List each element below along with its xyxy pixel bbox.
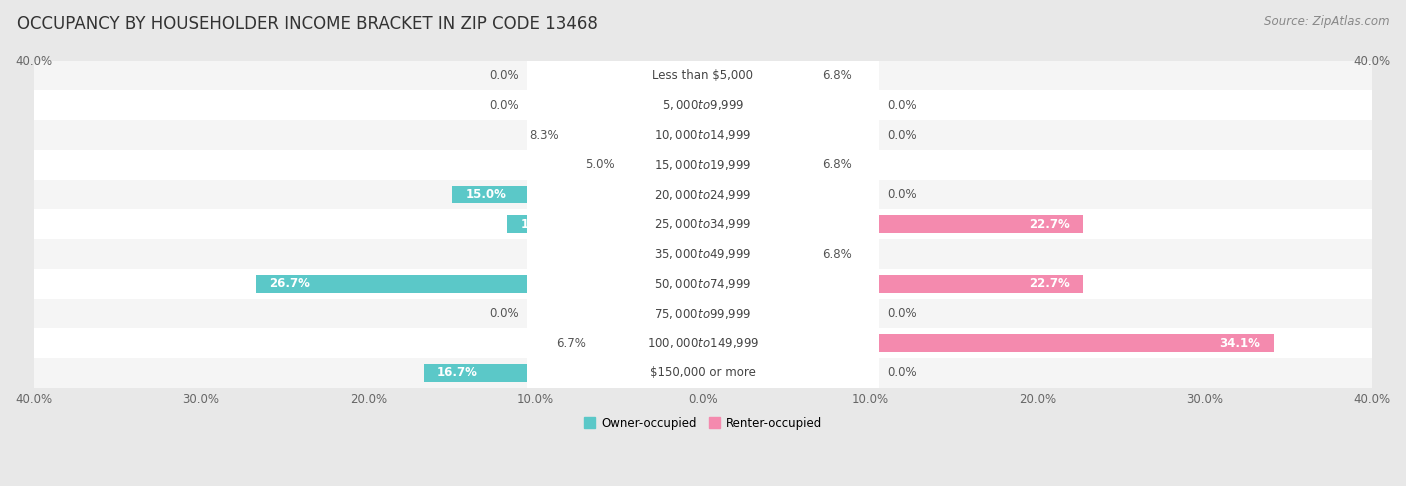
Text: 6.8%: 6.8% xyxy=(823,247,852,260)
Text: 22.7%: 22.7% xyxy=(1029,218,1070,231)
Text: $50,000 to $74,999: $50,000 to $74,999 xyxy=(654,277,752,291)
Bar xyxy=(34,329,1372,358)
Text: 10.0%: 10.0% xyxy=(548,247,589,260)
Text: 0.0%: 0.0% xyxy=(489,99,519,112)
Text: Less than $5,000: Less than $5,000 xyxy=(652,69,754,82)
Text: $15,000 to $19,999: $15,000 to $19,999 xyxy=(654,158,752,172)
Text: 6.7%: 6.7% xyxy=(555,337,586,350)
Bar xyxy=(527,180,879,209)
Text: OCCUPANCY BY HOUSEHOLDER INCOME BRACKET IN ZIP CODE 13468: OCCUPANCY BY HOUSEHOLDER INCOME BRACKET … xyxy=(17,15,598,33)
Text: 5.0%: 5.0% xyxy=(585,158,614,171)
Text: 26.7%: 26.7% xyxy=(270,278,311,290)
Bar xyxy=(591,334,703,352)
Bar xyxy=(527,329,879,358)
Text: 0.0%: 0.0% xyxy=(887,188,917,201)
Bar xyxy=(536,245,703,263)
Text: $10,000 to $14,999: $10,000 to $14,999 xyxy=(654,128,752,142)
Bar xyxy=(423,364,703,382)
Text: $25,000 to $34,999: $25,000 to $34,999 xyxy=(654,217,752,231)
Bar xyxy=(34,358,1372,388)
Text: 16.7%: 16.7% xyxy=(437,366,478,380)
Bar xyxy=(34,298,1372,329)
Bar xyxy=(527,209,879,239)
Bar xyxy=(619,156,703,174)
Bar xyxy=(527,90,879,120)
Bar xyxy=(34,61,1372,90)
Bar xyxy=(527,61,879,90)
Legend: Owner-occupied, Renter-occupied: Owner-occupied, Renter-occupied xyxy=(579,412,827,434)
Text: 34.1%: 34.1% xyxy=(1219,337,1260,350)
Bar xyxy=(34,269,1372,298)
Text: 15.0%: 15.0% xyxy=(465,188,506,201)
Bar xyxy=(703,156,817,174)
Text: $75,000 to $99,999: $75,000 to $99,999 xyxy=(654,307,752,320)
Bar xyxy=(34,90,1372,120)
Bar xyxy=(527,358,879,388)
Bar xyxy=(703,275,1083,293)
Bar xyxy=(527,269,879,298)
Bar xyxy=(34,239,1372,269)
Bar xyxy=(703,67,817,85)
Bar xyxy=(34,180,1372,209)
Text: 0.0%: 0.0% xyxy=(489,69,519,82)
Bar xyxy=(34,209,1372,239)
Text: 0.0%: 0.0% xyxy=(489,307,519,320)
Bar xyxy=(34,150,1372,180)
Text: $20,000 to $24,999: $20,000 to $24,999 xyxy=(654,188,752,202)
Text: 0.0%: 0.0% xyxy=(887,128,917,141)
Bar xyxy=(703,245,817,263)
Bar xyxy=(451,186,703,204)
Bar xyxy=(527,120,879,150)
Text: 6.8%: 6.8% xyxy=(823,158,852,171)
Text: $35,000 to $49,999: $35,000 to $49,999 xyxy=(654,247,752,261)
Text: $150,000 or more: $150,000 or more xyxy=(650,366,756,380)
Bar xyxy=(34,120,1372,150)
Bar xyxy=(508,215,703,233)
Bar xyxy=(564,126,703,144)
Text: 40.0%: 40.0% xyxy=(15,55,52,68)
Text: 11.7%: 11.7% xyxy=(520,218,561,231)
Bar xyxy=(703,215,1083,233)
Text: 40.0%: 40.0% xyxy=(1354,55,1391,68)
Bar xyxy=(527,239,879,269)
Text: 22.7%: 22.7% xyxy=(1029,278,1070,290)
Text: 0.0%: 0.0% xyxy=(887,99,917,112)
Bar xyxy=(703,334,1274,352)
Text: 8.3%: 8.3% xyxy=(530,128,560,141)
Text: Source: ZipAtlas.com: Source: ZipAtlas.com xyxy=(1264,15,1389,28)
Text: 6.8%: 6.8% xyxy=(823,69,852,82)
Text: 0.0%: 0.0% xyxy=(887,366,917,380)
Text: $100,000 to $149,999: $100,000 to $149,999 xyxy=(647,336,759,350)
Bar xyxy=(527,150,879,180)
Bar xyxy=(527,298,879,329)
Bar xyxy=(256,275,703,293)
Text: $5,000 to $9,999: $5,000 to $9,999 xyxy=(662,98,744,112)
Text: 0.0%: 0.0% xyxy=(887,307,917,320)
